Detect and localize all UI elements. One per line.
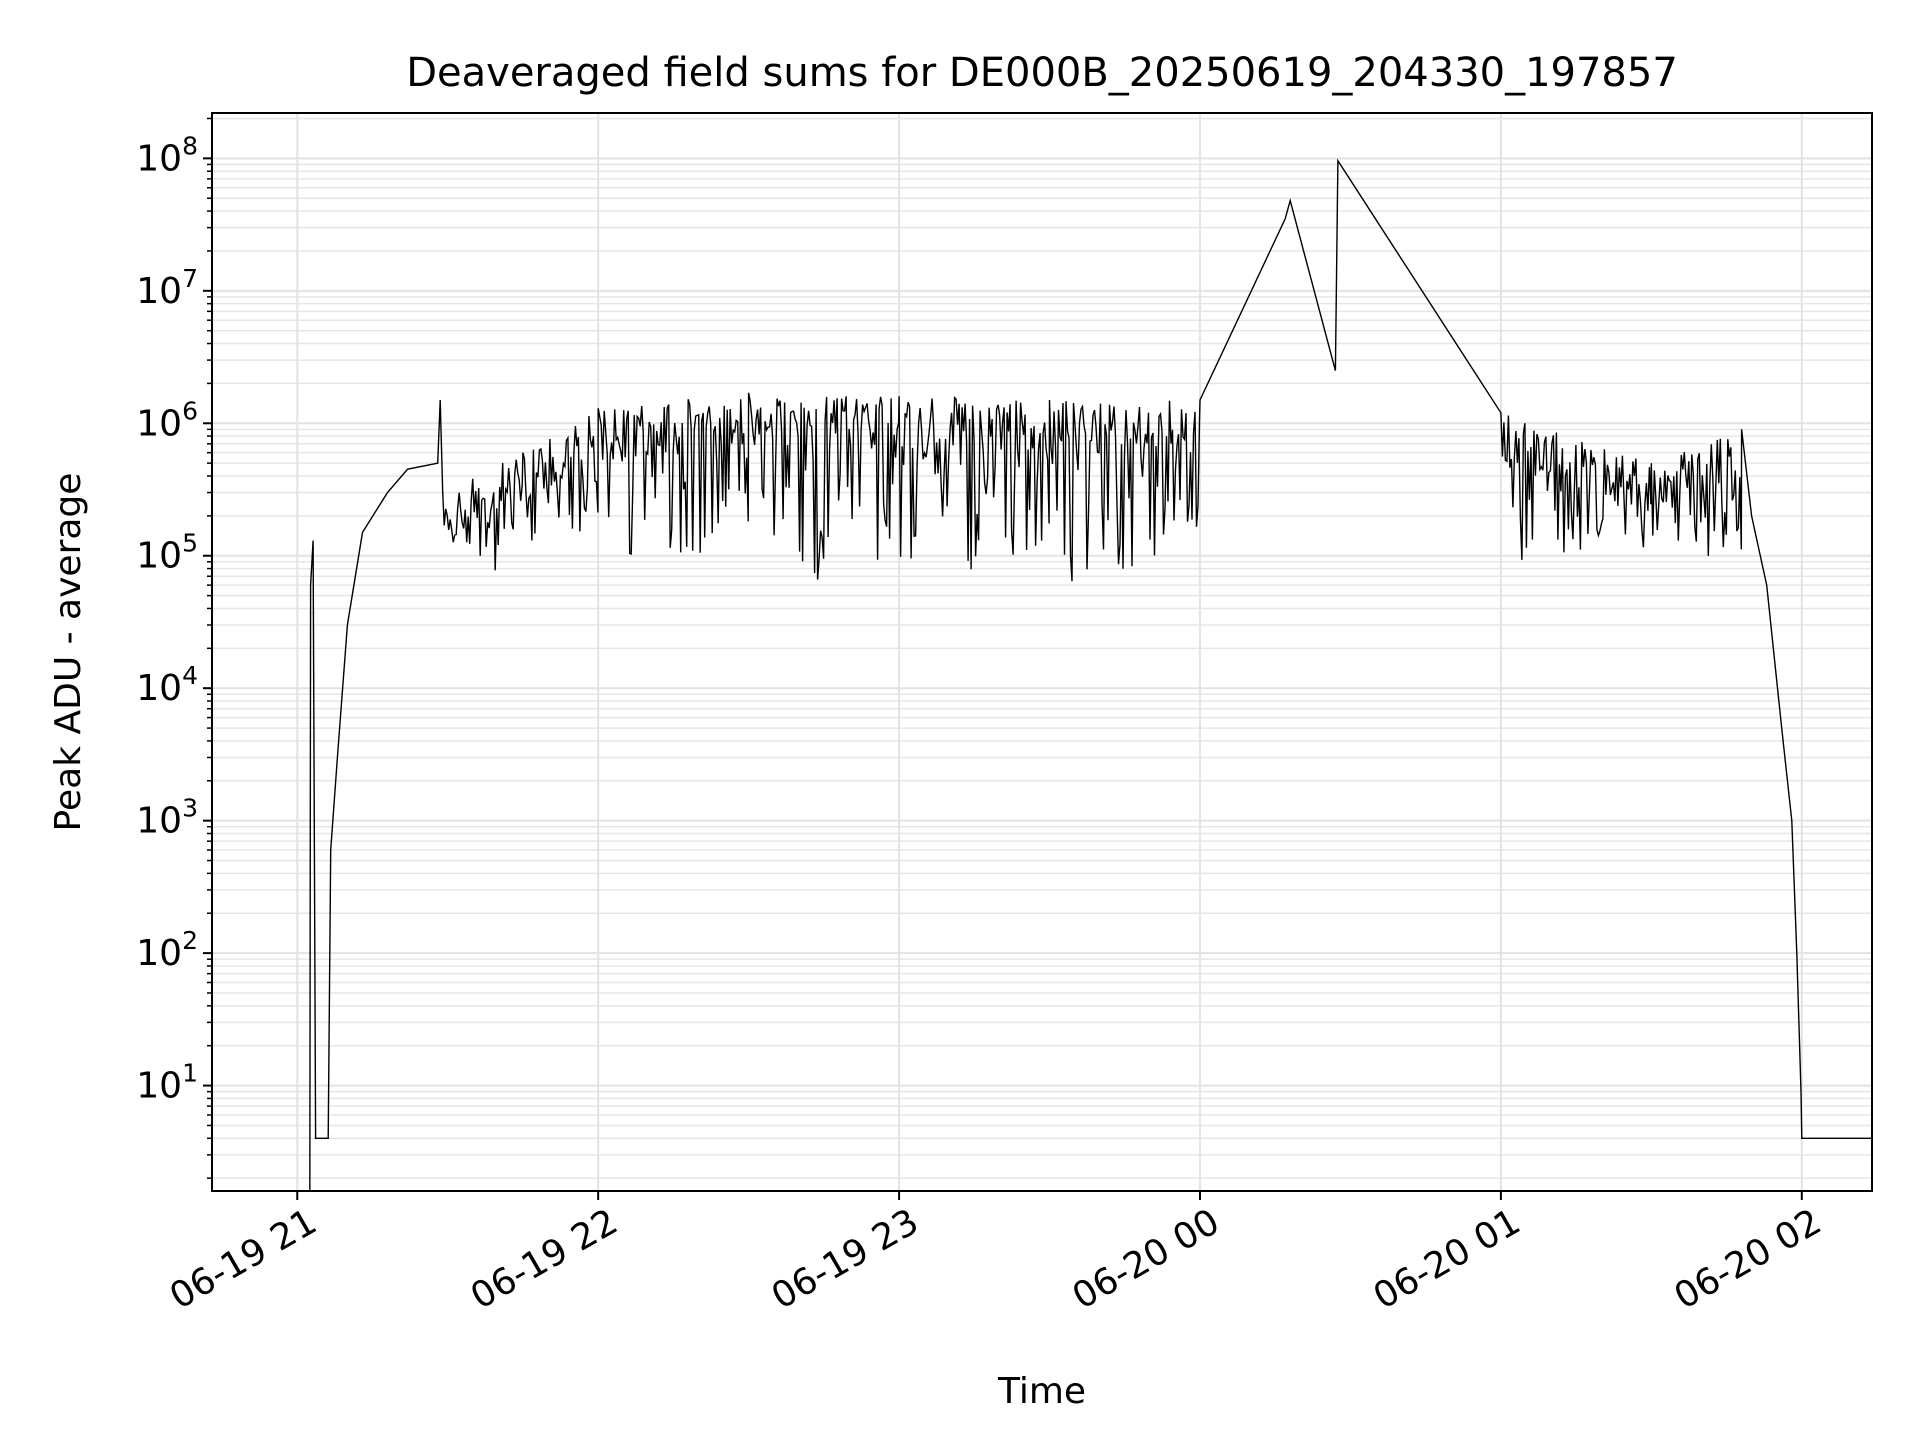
y-tick-label: 101 — [136, 1059, 198, 1107]
chart-title: Deaveraged field sums for DE000B_2025061… — [406, 50, 1678, 96]
y-axis-label: Peak ADU - average — [48, 473, 89, 832]
series-group — [309, 158, 1872, 1191]
grid — [212, 113, 1872, 1191]
x-axis-label: Time — [997, 1371, 1086, 1412]
y-tick-label: 107 — [136, 264, 198, 312]
y-tick-label: 102 — [136, 926, 198, 974]
series-line — [309, 158, 1872, 1191]
y-axis: 101 102 103 104 105 106 107 108 — [136, 117, 212, 1179]
y-tick-label: 108 — [136, 131, 198, 179]
plot-frame — [211, 112, 1873, 1192]
y-tick-label: 103 — [136, 794, 198, 842]
y-tick-label: 105 — [136, 529, 198, 577]
y-tick-label: 104 — [136, 661, 198, 709]
y-tick-label: 106 — [136, 396, 198, 444]
